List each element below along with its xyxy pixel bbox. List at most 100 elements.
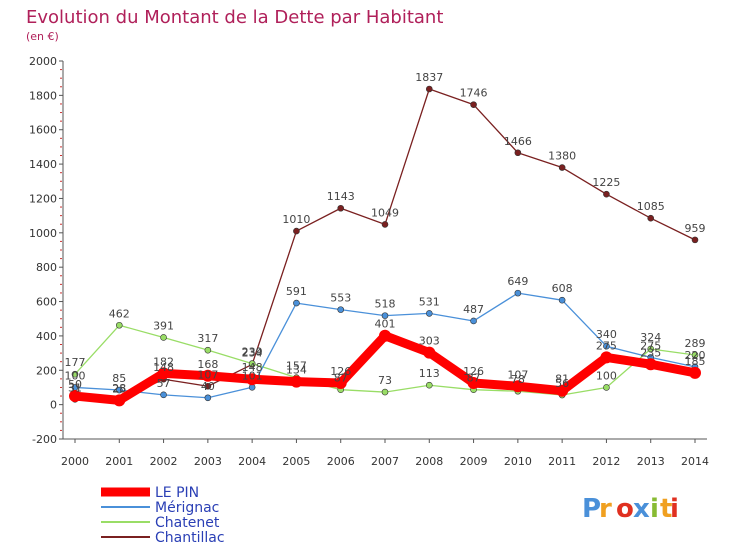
brand-letter: i — [670, 494, 679, 524]
data-label: 275 — [596, 339, 617, 352]
data-point — [69, 390, 81, 403]
x-tick-label: 2002 — [150, 455, 178, 468]
data-point — [381, 221, 389, 228]
x-tick-label: 2011 — [548, 455, 576, 468]
data-point — [425, 381, 433, 389]
data-label: 87 — [467, 372, 481, 385]
data-label: 608 — [552, 282, 573, 295]
x-tick-label: 2005 — [282, 455, 310, 468]
y-tick-label: 1000 — [29, 227, 57, 240]
data-point — [600, 351, 613, 364]
data-label: 531 — [419, 295, 440, 308]
brand-letter: o — [616, 494, 634, 524]
y-tick-label: 800 — [36, 261, 57, 274]
x-tick-label: 2013 — [637, 455, 665, 468]
data-label: 487 — [463, 303, 484, 316]
chart-subtitle: (en €) — [26, 30, 59, 43]
x-tick-label: 2004 — [238, 455, 266, 468]
data-point — [470, 317, 477, 325]
legend-label: Mérignac — [155, 500, 219, 516]
y-tick-label: -200 — [32, 433, 57, 446]
data-point — [511, 380, 524, 393]
data-point — [290, 375, 303, 388]
data-label: 1380 — [548, 150, 576, 163]
data-point — [160, 334, 167, 341]
data-label: 134 — [286, 364, 307, 377]
data-label: 1143 — [327, 190, 355, 203]
data-label: 324 — [640, 331, 661, 344]
data-label: 340 — [596, 328, 617, 341]
data-point — [603, 190, 610, 198]
data-point — [381, 388, 389, 396]
data-label: 462 — [109, 307, 130, 320]
data-point — [689, 366, 701, 379]
series-line-3 — [74, 88, 696, 401]
legend-label: Chatenet — [155, 515, 220, 531]
data-label: 157 — [286, 360, 307, 373]
data-label: 1837 — [415, 71, 443, 84]
data-label: 148 — [153, 361, 174, 374]
data-point — [467, 376, 480, 389]
data-label: 177 — [65, 356, 86, 369]
x-tick-label: 2010 — [504, 455, 532, 468]
data-label: 25 — [112, 382, 126, 395]
data-point — [157, 367, 170, 380]
data-label: 85 — [112, 372, 126, 385]
data-point — [691, 351, 699, 359]
brand-letter: P — [582, 494, 601, 524]
data-labels: 31 28 148 107 234 1010 1143 1049 1837 1746 1466 138… — [65, 71, 706, 395]
data-label: 168 — [197, 358, 218, 371]
data-label: 40 — [201, 380, 215, 393]
data-label: 78 — [511, 373, 525, 386]
brand-letter: i — [650, 494, 659, 524]
brand-letter: r — [599, 494, 612, 524]
data-point — [647, 214, 655, 222]
data-point — [334, 376, 347, 389]
y-tick-label: 0 — [50, 399, 57, 412]
data-label: 101 — [242, 369, 263, 382]
data-point — [603, 342, 610, 350]
y-tick-label: 200 — [36, 364, 57, 377]
x-tick-label: 2009 — [460, 455, 488, 468]
series-lines — [69, 85, 701, 407]
x-tick-label: 2003 — [194, 455, 222, 468]
data-point — [248, 360, 256, 367]
data-point — [115, 321, 123, 329]
data-label: 73 — [378, 374, 392, 387]
y-tick-label: 400 — [36, 330, 57, 343]
data-label: 28 — [112, 382, 126, 395]
x-tick-label: 2014 — [681, 455, 709, 468]
data-label: 649 — [507, 275, 528, 288]
data-point — [423, 346, 436, 359]
legend-label: Chantillac — [155, 530, 225, 546]
data-label: 107 — [197, 368, 218, 381]
data-point — [115, 386, 123, 394]
chart-title: Evolution du Montant de la Dette par Hab… — [26, 7, 443, 28]
data-label: 591 — [286, 285, 307, 298]
data-label: 126 — [330, 365, 351, 378]
data-label: 391 — [153, 319, 174, 332]
data-point — [381, 312, 389, 319]
y-tick-label: 1200 — [29, 192, 57, 205]
data-point — [337, 306, 345, 313]
data-label: 126 — [463, 365, 484, 378]
data-point — [603, 384, 610, 391]
data-label: 959 — [685, 222, 706, 235]
data-label: 239 — [242, 346, 263, 359]
y-tick-label: 1600 — [29, 124, 57, 137]
data-point — [514, 149, 522, 157]
legend-label: LE PIN — [155, 485, 199, 501]
y-tick-label: 600 — [36, 296, 57, 309]
data-point — [470, 101, 477, 108]
data-label: 1466 — [504, 135, 532, 148]
data-label: 148 — [242, 361, 263, 374]
data-label: 553 — [330, 292, 351, 305]
data-label: 107 — [507, 368, 528, 381]
y-tick-label: 2000 — [29, 55, 57, 68]
data-point — [558, 296, 566, 304]
data-label: 50 — [68, 378, 82, 391]
data-point — [293, 227, 300, 235]
data-label: 303 — [419, 335, 440, 348]
data-label: 1225 — [592, 176, 620, 189]
